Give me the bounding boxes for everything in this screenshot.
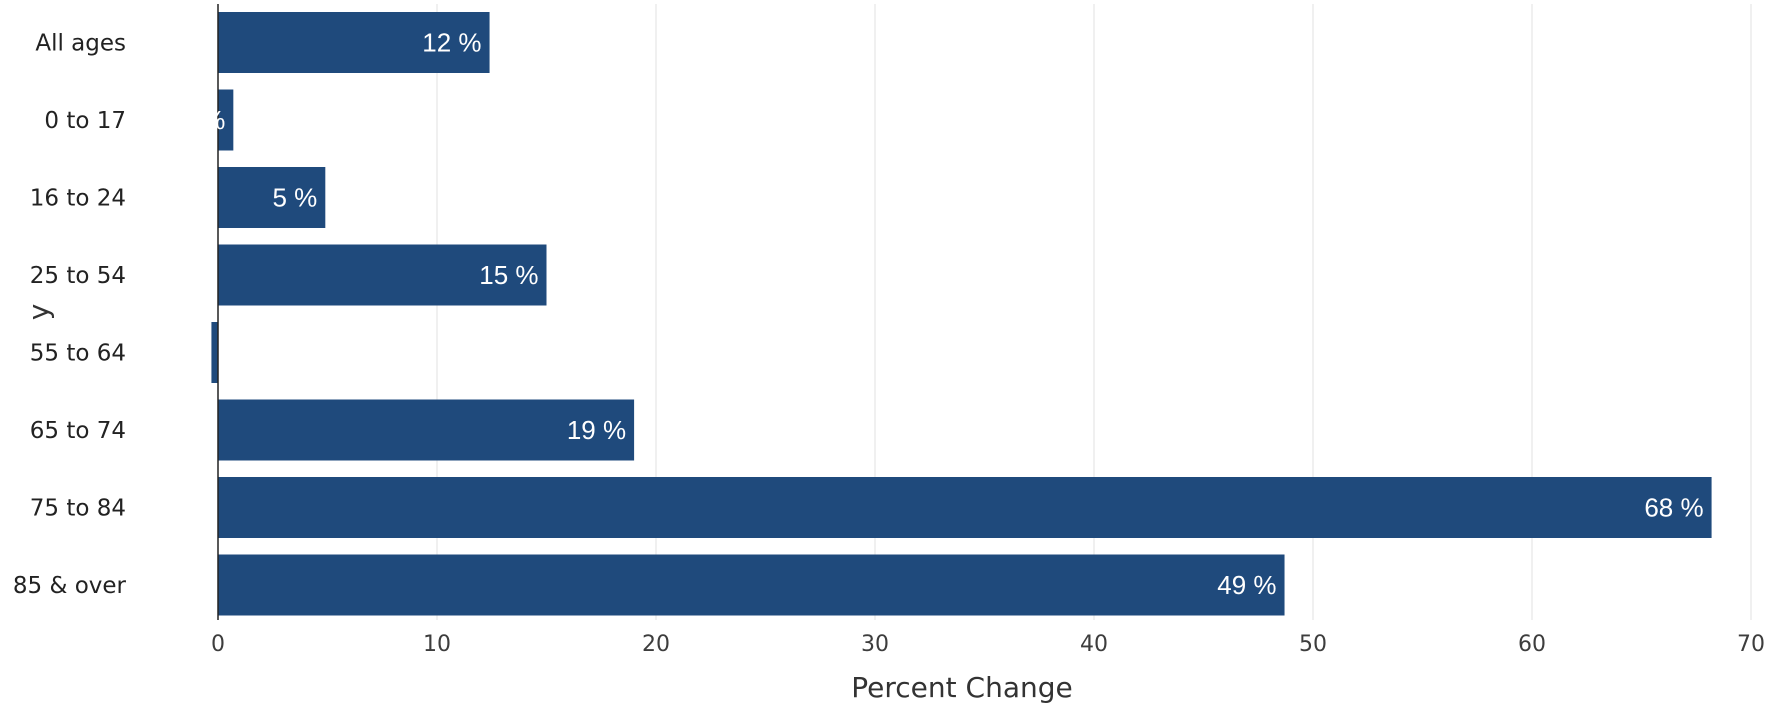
- x-tick-label: 0: [211, 632, 225, 657]
- category-label: 0 to 17: [44, 108, 126, 134]
- bar: [218, 554, 1285, 616]
- x-tick-label: 30: [861, 632, 889, 657]
- category-label: 55 to 64: [30, 341, 126, 367]
- category-label: 65 to 74: [30, 418, 126, 444]
- y-axis-title: y: [22, 304, 55, 321]
- category-labels: All ages 0 to 17 16 to 24 25 to 54 55 to 64 6…: [13, 31, 127, 600]
- category-label: 75 to 84: [30, 496, 126, 522]
- x-tick-label: 10: [423, 632, 451, 657]
- x-tick-label: 70: [1737, 632, 1765, 657]
- bar-value-label: 12 %: [422, 28, 481, 58]
- x-tick-label: 40: [1080, 632, 1108, 657]
- x-axis-title: Percent Change: [851, 671, 1072, 704]
- bar: [218, 399, 635, 461]
- bar: [218, 477, 1712, 538]
- bar-value-label: 19 %: [567, 415, 626, 445]
- bar: [218, 89, 234, 151]
- bar: [211, 322, 218, 383]
- bar-value-labels: 12 % 1 % 5 % 15 % 0 % 19 % 68 % 49 %: [165, 28, 1703, 601]
- gridlines: [436, 4, 1752, 620]
- category-label: 16 to 24: [30, 186, 126, 212]
- bar-value-label: 5 %: [272, 183, 317, 213]
- category-label: 85 & over: [13, 573, 127, 599]
- bar-value-label: 1 %: [181, 105, 226, 135]
- x-tick-labels: 0 10 20 30 40 50 60 70: [211, 632, 1765, 657]
- bar: [218, 12, 490, 73]
- x-tick-label: 50: [1299, 632, 1327, 657]
- bar: [218, 167, 326, 228]
- category-label: 25 to 54: [30, 263, 126, 289]
- bars: [211, 12, 1712, 616]
- x-tick-label: 20: [642, 632, 670, 657]
- bar-value-label: 68 %: [1644, 493, 1703, 523]
- bar-value-label: 0 %: [165, 338, 210, 368]
- bar-value-label: 15 %: [479, 260, 538, 290]
- category-label: All ages: [35, 31, 126, 57]
- bar-value-label: 49 %: [1217, 570, 1276, 600]
- bar: [218, 244, 547, 306]
- x-tick-label: 60: [1518, 632, 1546, 657]
